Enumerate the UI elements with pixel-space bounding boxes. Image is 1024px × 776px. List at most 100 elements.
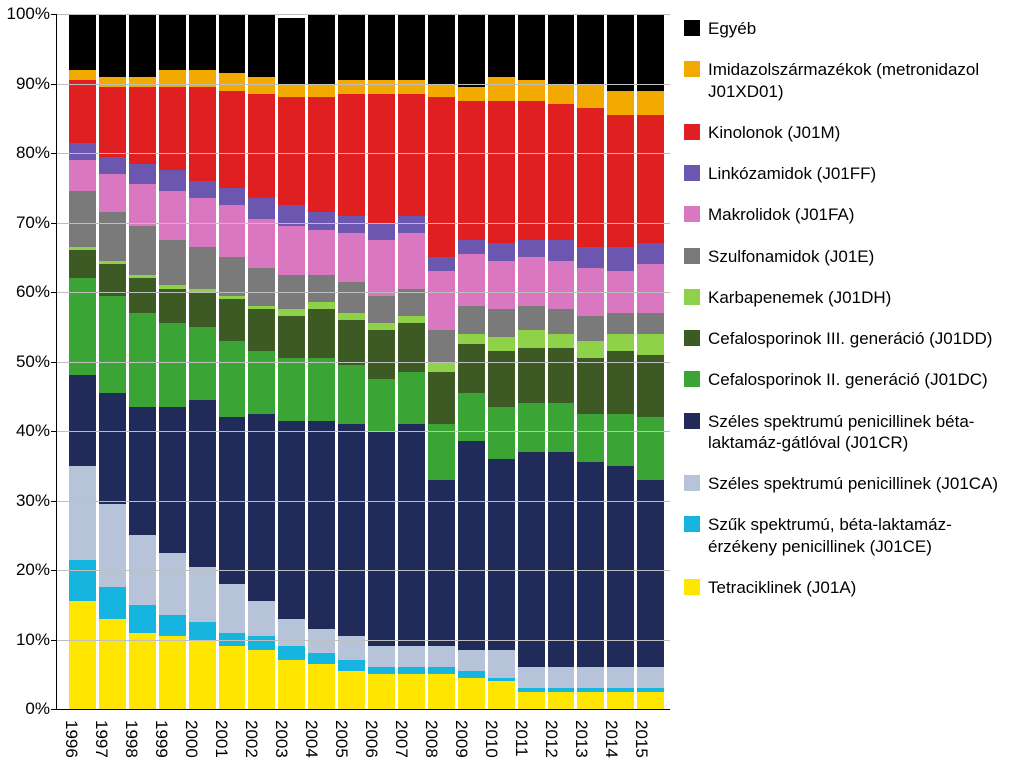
bar-segment-egyeb [368,14,395,80]
bar-segment-tetra [548,692,575,709]
bar-segment-sulf [69,191,96,247]
bar-segment-makro [488,261,515,310]
bar-segment-dh [398,316,425,323]
bar-segment-linko [607,247,634,271]
bar-segment-linko [637,243,664,264]
bar-segment-sulf [159,240,186,285]
legend-item-sulf: Szulfonamidok (J01E) [684,246,1014,267]
bar-segment-imid [398,80,425,94]
bar-segment-cr [548,452,575,667]
bar-segment-ce [368,667,395,674]
bar-segment-sulf [189,247,216,289]
bar-segment-dc [219,341,246,417]
bar-segment-tetra [219,646,246,709]
bar-segment-ca [518,667,545,688]
bar-segment-linko [338,216,365,233]
bar-segment-cr [159,407,186,553]
legend-swatch [684,516,700,532]
bar-segment-dd [518,348,545,404]
legend-label: Imidazolszármazékok (metronidazol J01XD0… [708,59,1014,102]
bar-segment-ce [398,667,425,674]
legend-swatch [684,20,700,36]
bar-segment-egyeb [458,14,485,87]
bar-segment-dd [129,278,156,313]
gridline [57,570,670,571]
bar-segment-linko [219,188,246,205]
bar-segment-imid [488,77,515,101]
bar-segment-ce [99,587,126,618]
bar-segment-egyeb [548,14,575,84]
legend-item-ce: Szűk spektrumú, béta-laktamáz-érzékeny p… [684,514,1014,557]
bar-segment-makro [159,191,186,240]
legend-label: Makrolidok (J01FA) [708,204,854,225]
bar-segment-egyeb [69,14,96,70]
y-tick-label: 90% [16,74,50,94]
bar-segment-sulf [577,316,604,340]
legend-swatch [684,124,700,140]
bar-segment-linko [159,170,186,191]
bar-segment-kino [428,97,455,257]
bar-segment-dh [278,309,305,316]
legend-item-makro: Makrolidok (J01FA) [684,204,1014,225]
bar-segment-ca [278,619,305,647]
legend-swatch [684,248,700,264]
bar-segment-tetra [428,674,455,709]
bar-segment-kino [338,94,365,216]
bar-segment-makro [219,205,246,257]
bar-segment-makro [278,226,305,275]
bar-segment-makro [428,271,455,330]
bar-segment-kino [248,94,275,198]
y-tick-label: 50% [16,352,50,372]
bar-segment-dc [607,414,634,466]
bar-segment-ca [159,553,186,616]
bar-segment-makro [308,230,335,275]
legend-item-dd: Cefalosporinok III. generáció (J01DD) [684,328,1014,349]
bar-segment-dc [518,403,545,452]
bar-segment-dh [577,341,604,358]
bar-segment-kino [189,87,216,181]
bar-segment-imid [637,91,664,115]
bar-segment-ca [637,667,664,688]
bar-segment-makro [398,233,425,289]
gridline [57,640,670,641]
bar-segment-dd [278,316,305,358]
legend-label: Egyéb [708,18,756,39]
bar-segment-kino [219,91,246,188]
bar-segment-kino [308,97,335,212]
bar-segment-dh [368,323,395,330]
bar-segment-dc [577,414,604,463]
bar-segment-tetra [308,664,335,709]
legend-swatch [684,206,700,222]
bar-segment-tetra [488,681,515,709]
bar-segment-ca [548,667,575,688]
bar-segment-sulf [308,275,335,303]
bar-segment-linko [368,223,395,240]
gridline [57,431,670,432]
bar-segment-tetra [338,671,365,709]
bar-segment-tetra [69,601,96,709]
bar-segment-dd [488,351,515,407]
bar-segment-ca [458,650,485,671]
bar-segment-imid [248,77,275,94]
bar-segment-ce [308,653,335,663]
bar-segment-cr [189,400,216,567]
bar-segment-ce [159,615,186,636]
bar-segment-linko [577,247,604,268]
bar-segment-dd [219,299,246,341]
bar-segment-imid [99,77,126,87]
bar-segment-egyeb [607,14,634,90]
bar-segment-ca [428,646,455,667]
bar-segment-linko [129,164,156,185]
bar-segment-ce [248,636,275,650]
bar-segment-ce [69,560,96,602]
bar-segment-linko [99,157,126,174]
legend-item-imid: Imidazolszármazékok (metronidazol J01XD0… [684,59,1014,102]
bar-segment-tetra [159,636,186,709]
legend-item-ca: Széles spektrumú penicillinek (J01CA) [684,473,1014,494]
bar-segment-imid [278,84,305,98]
bar-segment-linko [69,143,96,160]
legend-label: Széles spektrumú penicillinek béta-lakta… [708,411,1014,454]
legend-swatch [684,61,700,77]
bar-segment-linko [488,243,515,260]
bar-segment-sulf [428,330,455,361]
